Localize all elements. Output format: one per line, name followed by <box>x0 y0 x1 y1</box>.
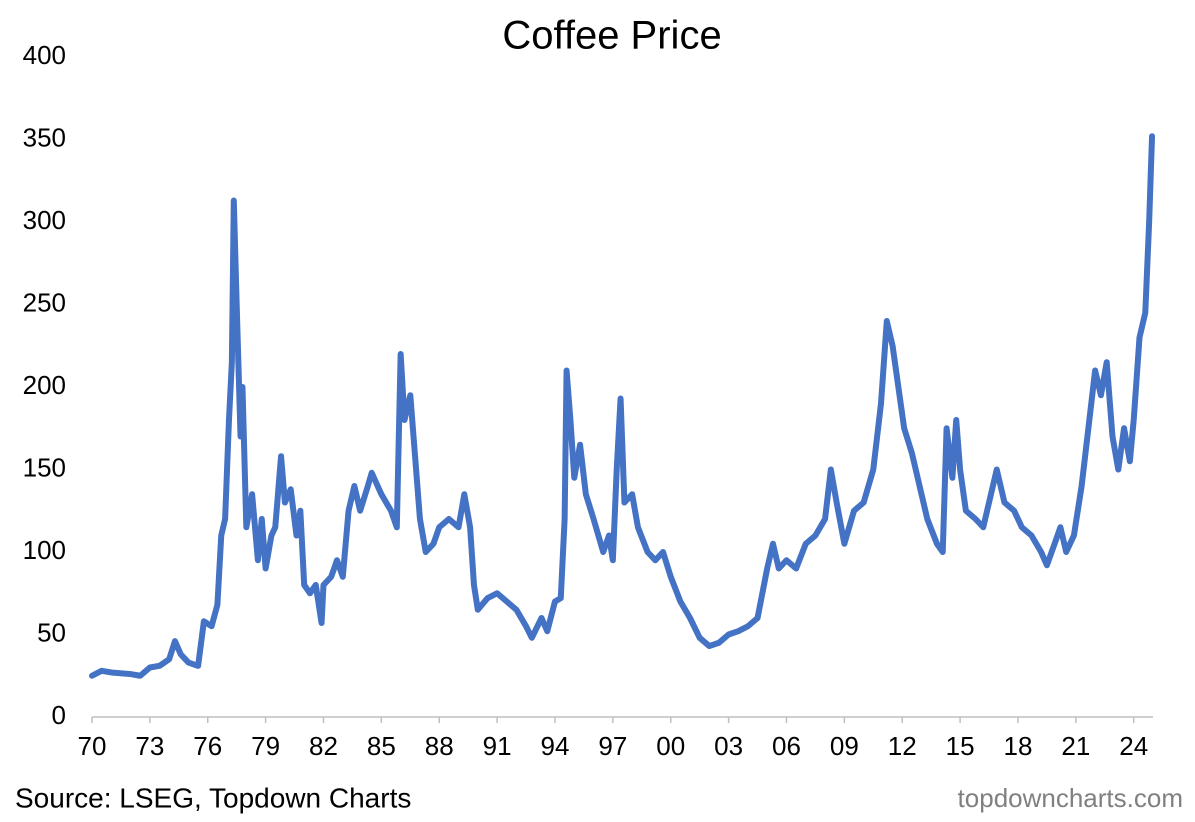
x-tick-label: 70 <box>78 731 107 761</box>
y-tick-label: 0 <box>52 700 66 730</box>
x-tick-label: 00 <box>656 731 685 761</box>
x-tick-label: 94 <box>541 731 570 761</box>
x-tick-label: 12 <box>888 731 917 761</box>
price-line <box>89 133 1156 679</box>
x-tick-label: 09 <box>830 731 859 761</box>
x-tick-label: 91 <box>483 731 512 761</box>
x-tick-label: 06 <box>772 731 801 761</box>
x-tick-label: 21 <box>1061 731 1090 761</box>
x-tick-label: 88 <box>425 731 454 761</box>
x-tick-label: 15 <box>946 731 975 761</box>
x-tick-label: 76 <box>193 731 222 761</box>
y-tick-label: 100 <box>23 535 66 565</box>
y-tick-label: 150 <box>23 452 66 482</box>
y-tick-label: 200 <box>23 370 66 400</box>
y-tick-label: 250 <box>23 287 66 317</box>
x-tick-label: 73 <box>135 731 164 761</box>
x-tick-label: 97 <box>598 731 627 761</box>
chart-title: Coffee Price <box>502 14 721 58</box>
y-tick-label: 400 <box>23 40 66 70</box>
y-tick-label: 350 <box>23 122 66 152</box>
watermark: topdowncharts.com <box>958 783 1183 813</box>
x-tick-label: 18 <box>1004 731 1033 761</box>
x-tick-label: 79 <box>251 731 280 761</box>
x-tick-label: 03 <box>714 731 743 761</box>
x-tick-label: 24 <box>1119 731 1148 761</box>
x-tick-label: 85 <box>367 731 396 761</box>
y-tick-label: 300 <box>23 205 66 235</box>
x-tick-label: 82 <box>309 731 338 761</box>
y-tick-label: 50 <box>37 617 66 647</box>
source-note: Source: LSEG, Topdown Charts <box>15 782 411 813</box>
